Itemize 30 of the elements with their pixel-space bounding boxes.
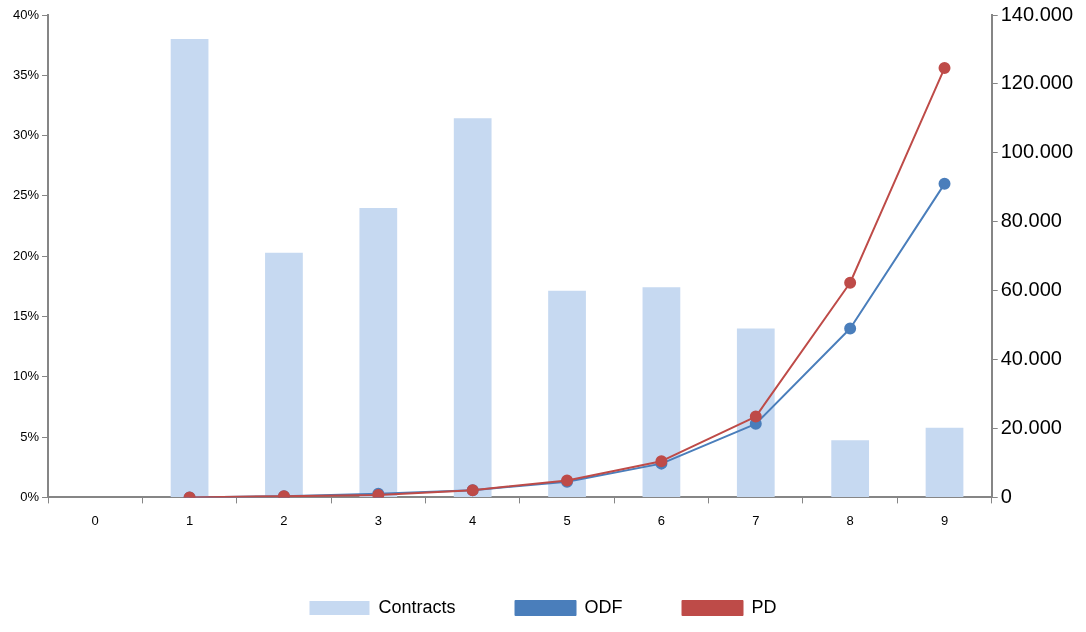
x-tick-label: 5 [563, 512, 571, 528]
y2-tick-label: 120.000 [1000, 71, 1073, 94]
legend-label: Contracts [378, 596, 456, 617]
y2-tick-label: 0 [1000, 484, 1012, 507]
y-tick-label: 0% [20, 488, 40, 504]
y-tick-label: 5% [20, 428, 40, 444]
y-tick-label: 35% [12, 66, 40, 82]
y2-tick-label: 40.000 [1000, 347, 1062, 370]
y-tick-label: 15% [12, 308, 40, 324]
legend-label: PD [751, 596, 777, 617]
y-tick-label: 30% [12, 127, 40, 143]
x-tick-label: 3 [374, 512, 382, 528]
y2-tick-label: 20.000 [1000, 416, 1062, 438]
y2-tick-label: 60.000 [1000, 278, 1062, 301]
y-tick-label: 25% [12, 187, 40, 203]
x-tick-label: 4 [469, 512, 477, 528]
y-tick-label: 40% [12, 6, 40, 22]
y-tick-label: 10% [12, 368, 40, 384]
x-tick-label: 8 [846, 512, 854, 528]
legend-label: ODF [584, 596, 623, 617]
y2-tick-label: 100.000 [1000, 140, 1073, 163]
x-tick-label: 7 [752, 512, 760, 528]
y2-tick-label: 80.000 [1000, 209, 1062, 232]
y2-tick-label: 140.000 [1000, 2, 1073, 25]
y-tick-label: 20% [12, 247, 40, 263]
x-tick-label: 0 [91, 512, 99, 528]
x-tick-label: 6 [657, 512, 666, 528]
x-tick-label: 1 [185, 512, 194, 528]
x-tick-label: 2 [280, 512, 288, 528]
x-tick-label: 9 [940, 512, 949, 528]
